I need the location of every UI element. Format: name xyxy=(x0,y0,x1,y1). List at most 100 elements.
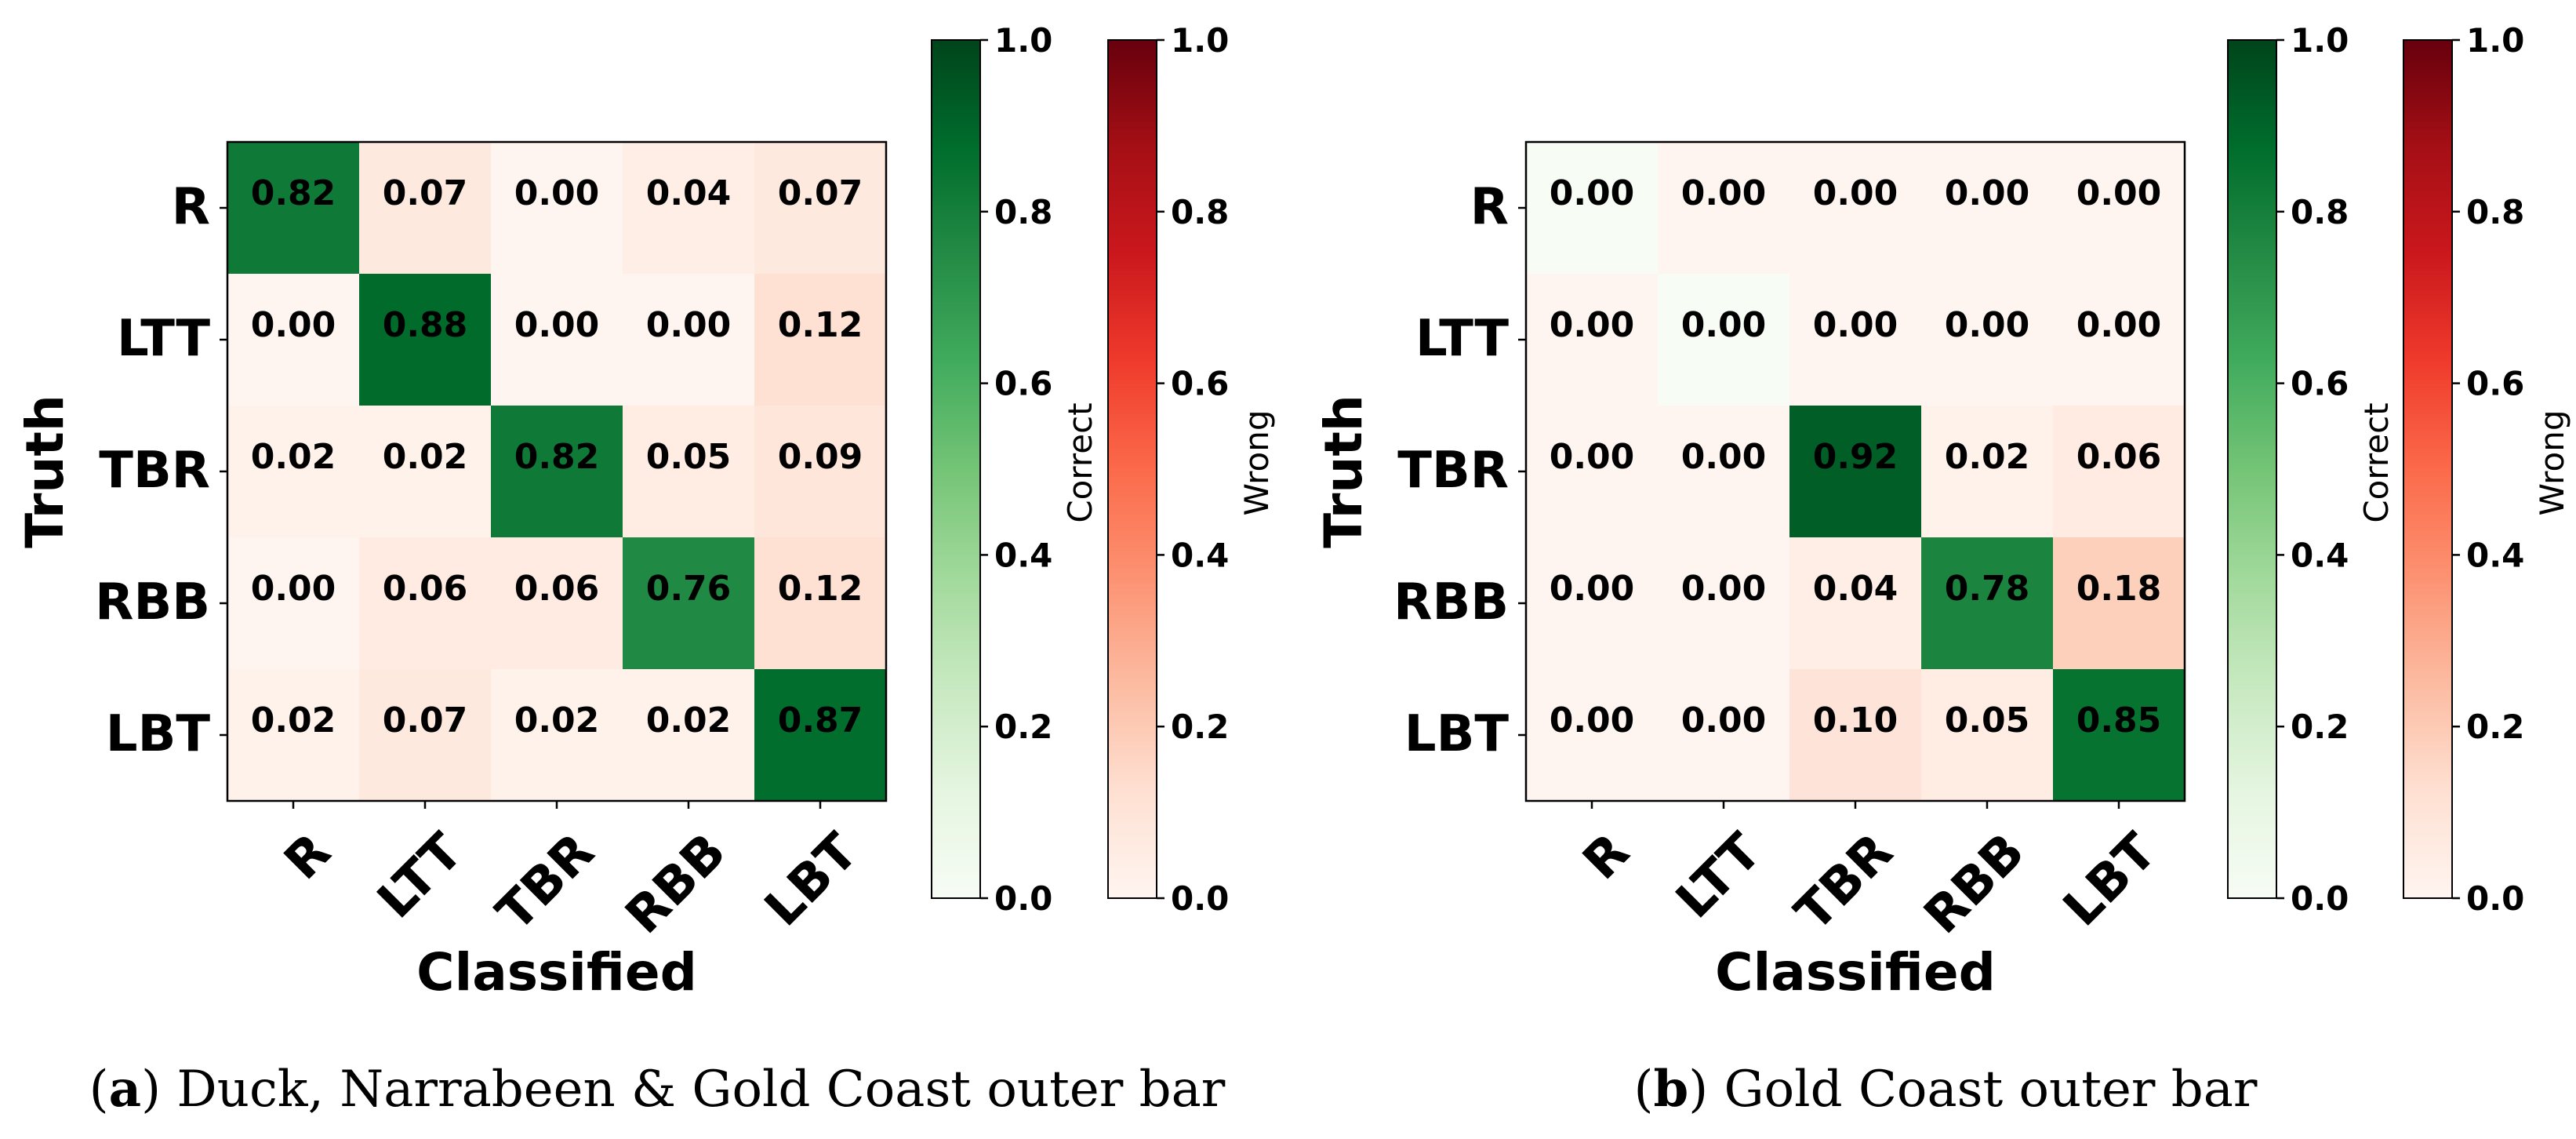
colorbar-correct: 0.0 0.2 0.4 0.6 0.8 1.0 Correct xyxy=(2227,21,2396,918)
cell-value-label: 0.09 xyxy=(778,437,863,477)
colorbar-tick-label: 0.8 xyxy=(2466,193,2524,231)
cell-value-label: 0.07 xyxy=(383,701,468,741)
cell xyxy=(1526,669,1659,802)
colorbar-tick-label: 0.0 xyxy=(2291,879,2349,918)
x-tick-label: LBT xyxy=(754,823,870,938)
cell-value-label: 0.00 xyxy=(1813,305,1898,345)
cell-value-label: 0.05 xyxy=(646,437,732,477)
y-axis-title: Truth xyxy=(15,395,75,548)
cell xyxy=(754,669,887,802)
x-tick-label: RBB xyxy=(1913,823,2036,945)
caption-paren: ( xyxy=(1633,1061,1653,1119)
cell xyxy=(2053,669,2185,802)
cell-value-label: 0.04 xyxy=(1813,569,1898,609)
cell xyxy=(1921,274,2054,406)
cell-value-label: 0.02 xyxy=(251,701,336,741)
cell xyxy=(623,142,755,275)
cell xyxy=(491,537,623,670)
cell-value-label: 0.00 xyxy=(1550,305,1635,345)
colorbar-gradient xyxy=(1107,39,1157,899)
cell xyxy=(754,142,887,275)
cell xyxy=(1526,406,1659,538)
cell-value-label: 0.10 xyxy=(1813,701,1898,741)
cell xyxy=(754,537,887,670)
colorbar-gradient xyxy=(2403,39,2453,899)
y-tick-label: LTT xyxy=(1415,310,1509,368)
cell xyxy=(1658,274,1790,406)
cell xyxy=(1789,406,1922,538)
cell xyxy=(2053,274,2185,406)
cell xyxy=(227,406,360,538)
caption-paren: ) xyxy=(141,1061,176,1119)
cell-value-label: 0.00 xyxy=(1945,173,2030,213)
cell-value-label: 0.05 xyxy=(1945,701,2030,741)
colorbar-tick-label: 0.6 xyxy=(1171,365,1229,403)
y-tick-label: R xyxy=(172,178,210,236)
y-tick-label: LBT xyxy=(1404,705,1510,763)
colorbar-tick-label: 0.2 xyxy=(1171,708,1229,746)
cell-value-label: 0.00 xyxy=(2076,305,2162,345)
colorbar-gradient xyxy=(2227,39,2277,899)
cell xyxy=(227,142,360,275)
cell xyxy=(754,406,887,538)
cell-value-label: 0.00 xyxy=(514,173,600,213)
y-tick-label: RBB xyxy=(95,573,210,631)
cell xyxy=(623,537,755,670)
colorbar-tick-label: 0.8 xyxy=(2291,193,2349,231)
cell xyxy=(359,406,492,538)
colorbar-tick-label: 0.4 xyxy=(1171,536,1229,574)
cell xyxy=(1526,537,1659,670)
cell xyxy=(1921,537,2054,670)
cell-value-label: 0.85 xyxy=(2076,701,2162,741)
caption-label: b xyxy=(1653,1060,1688,1119)
cell-value-label: 0.00 xyxy=(1681,569,1767,609)
cell xyxy=(359,669,492,802)
colorbar-tick-label: 1.0 xyxy=(2466,21,2524,60)
colorbar-tick-label: 0.4 xyxy=(2466,536,2524,574)
cell-value-label: 0.78 xyxy=(1945,569,2030,609)
panel-b: 0.00 0.00 0.00 0.00 0.000.00 0.00 0.00 0.00 0.00… xyxy=(1313,21,2571,1119)
cell-value-label: 0.82 xyxy=(514,437,600,477)
colorbar-tick-label: 0.6 xyxy=(994,365,1052,403)
colorbar-tick-label: 1.0 xyxy=(1171,21,1229,60)
cell-value-label: 0.06 xyxy=(514,569,600,609)
cell xyxy=(1658,669,1790,802)
cell-value-label: 0.00 xyxy=(1550,173,1635,213)
colorbar-tick-label: 1.0 xyxy=(2291,21,2349,60)
cell xyxy=(2053,142,2185,275)
colorbar-tick-label: 0.2 xyxy=(2291,708,2349,746)
colorbar-gradient xyxy=(931,39,981,899)
x-tick-label: LTT xyxy=(1666,823,1773,930)
cell xyxy=(1921,142,2054,275)
caption-text: Duck, Narrabeen & Gold Coast outer bar xyxy=(176,1061,1225,1119)
colorbar-label: Correct xyxy=(2357,402,2396,522)
cell xyxy=(1789,142,1922,275)
cell-value-label: 0.02 xyxy=(514,701,600,741)
cell-value-label: 0.92 xyxy=(1813,437,1898,477)
y-tick-label: LTT xyxy=(117,310,210,368)
cell-value-label: 0.00 xyxy=(1813,173,1898,213)
colorbar-tick-label: 0.0 xyxy=(1171,879,1229,918)
cell-value-label: 0.07 xyxy=(383,173,468,213)
caption-paren: ) xyxy=(1688,1061,1724,1119)
colorbar-correct: 0.0 0.2 0.4 0.6 0.8 1.0 Correct xyxy=(931,21,1099,918)
cell xyxy=(359,142,492,275)
cell xyxy=(1789,274,1922,406)
colorbar-tick-label: 1.0 xyxy=(994,21,1052,60)
colorbar-tick-label: 0.4 xyxy=(2291,536,2349,574)
cell-value-label: 0.00 xyxy=(1681,173,1767,213)
cell xyxy=(2053,537,2185,670)
cell xyxy=(491,406,623,538)
cell-value-label: 0.00 xyxy=(1550,701,1635,741)
cell-value-label: 0.00 xyxy=(514,305,600,345)
cell xyxy=(227,537,360,670)
y-tick-label: R xyxy=(1470,178,1509,236)
x-tick-label: TBR xyxy=(1785,823,1905,943)
colorbar-tick-label: 0.6 xyxy=(2291,365,2349,403)
colorbar-tick-label: 0.8 xyxy=(1171,193,1229,231)
x-axis-title: Classified xyxy=(416,942,697,1003)
colorbar-tick-label: 0.2 xyxy=(994,708,1052,746)
colorbar-tick-label: 0.2 xyxy=(2466,708,2524,746)
cell xyxy=(754,274,887,406)
cell xyxy=(623,406,755,538)
